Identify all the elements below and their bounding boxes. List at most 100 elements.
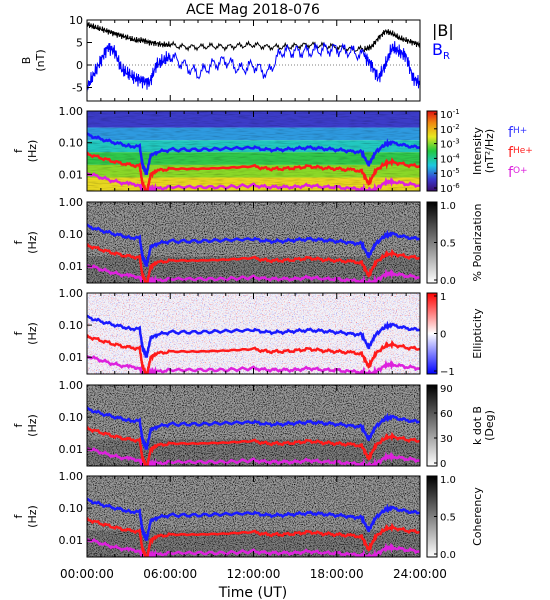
x-tick-label: 18:00:00 (310, 567, 364, 581)
colorbar-label: % Polarization (471, 204, 484, 282)
y-tick-label: 0.01 (59, 443, 84, 456)
colorbar-tick-exponent: -2 (453, 123, 460, 131)
colorbar-tick-label: −1 (440, 367, 455, 378)
gyrofrequency-line-he-plus (87, 517, 420, 557)
y-axis-label: f (12, 148, 25, 153)
gyro-legend-subscript: He+ (513, 146, 533, 156)
gyrofrequency-line-he-plus (87, 243, 420, 283)
gyrofrequency-line-he-plus (87, 151, 420, 191)
colorbar (426, 110, 438, 192)
gyro-legend-subscript: O+ (513, 166, 528, 176)
y-tick-label: -5 (72, 82, 83, 95)
y-tick-label: 0.10 (59, 137, 84, 150)
colorbar-tick-label: 30 (440, 434, 453, 445)
colorbar-tick-label: 0.0 (440, 276, 456, 287)
y-tick-label: 0.01 (59, 168, 84, 181)
gyrofrequency-line-h-plus (87, 223, 420, 268)
y-tick-label: 1.00 (59, 287, 84, 300)
x-tick-label: 12:00:00 (227, 567, 281, 581)
y-axis-label: f (12, 422, 25, 427)
legend-entry-b-magnitude: |B| (432, 21, 454, 40)
series-line-b-r (87, 41, 420, 93)
spectrogram-5 (87, 476, 420, 557)
colorbar-tick-label: 60 (440, 409, 453, 420)
gyrofrequency-line-o-plus (87, 354, 420, 374)
colorbar-label: Intensity (471, 127, 484, 175)
gyrofrequency-line-o-plus (87, 446, 420, 466)
gyrofrequency-line-h-plus (87, 314, 420, 359)
y-axis-label: B (20, 57, 33, 65)
y-axis-label: (Hz) (26, 322, 39, 345)
y-axis-label: (Hz) (26, 140, 39, 163)
colorbar-tick-label: 1 (440, 292, 446, 303)
gyrofrequency-line-o-plus (87, 537, 420, 557)
colorbar-tick-label: 10-3 (440, 138, 460, 151)
gyro-legend-entry: fH+ (508, 125, 527, 141)
x-axis-label: Time (UT) (218, 585, 287, 600)
y-tick-label: 10 (69, 14, 83, 27)
colorbar-tick-label: 0.0 (440, 550, 456, 561)
b-field-plot (87, 22, 420, 93)
x-tick-label: 24:00:00 (393, 567, 447, 581)
y-tick-label: 0 (76, 59, 83, 72)
y-tick-label: 1.00 (59, 470, 84, 483)
colorbar-label: (Deg) (483, 410, 496, 441)
x-tick-label: 06:00:00 (143, 567, 197, 581)
y-axis-label: (Hz) (26, 505, 39, 528)
colorbar-tick-label: 10-5 (440, 167, 460, 180)
legend-entry-b-r: BR (432, 40, 450, 62)
colorbar-tick-label: 0 (440, 330, 446, 341)
y-tick-label: 0.01 (59, 260, 84, 273)
y-tick-label: 1.00 (59, 105, 84, 118)
colorbar-label: k dot B (471, 406, 484, 445)
y-tick-label: 0.01 (59, 351, 84, 364)
colorbar-label: (nT²/Hz) (483, 129, 496, 173)
colorbar-tick-label: 10-4 (440, 152, 460, 165)
colorbar-tick-label: 10-2 (440, 123, 460, 136)
colorbar-tick-exponent: -1 (453, 108, 460, 116)
y-axis-label: f (12, 239, 25, 244)
colorbar-tick-label: 10-1 (440, 108, 460, 121)
legend-subscript: R (443, 51, 450, 62)
colorbar-tick-label: 1.0 (440, 201, 456, 212)
colorbar-tick-label: 0.5 (440, 239, 456, 250)
spectrogram-3 (87, 293, 420, 374)
gyrofrequency-line-o-plus (87, 172, 420, 191)
gyro-legend-subscript: H+ (513, 126, 527, 136)
colorbar-tick-label: 90 (440, 384, 453, 395)
series-line-b-magnitude (87, 22, 420, 54)
gyrofrequency-line-h-plus (87, 497, 420, 542)
y-tick-label: 5 (76, 37, 83, 50)
gyrofrequency-line-he-plus (87, 426, 420, 466)
colorbar-tick-label: 0.5 (440, 513, 456, 524)
gyrofrequency-line-h-plus (87, 132, 420, 176)
y-tick-label: 0.10 (59, 319, 84, 332)
y-tick-label: 1.00 (59, 196, 84, 209)
y-axis-label: (Hz) (26, 231, 39, 254)
colorbar-label: Coherency (471, 487, 484, 546)
spectrogram-1 (87, 111, 420, 191)
spectrogram-4 (87, 385, 420, 466)
y-axis-label: f (12, 330, 25, 335)
colorbar-tick-label: 0 (440, 459, 446, 470)
colorbar (426, 384, 438, 467)
figure-title: ACE Mag 2018-076 (186, 2, 320, 18)
y-axis-label: (nT) (34, 49, 47, 71)
y-tick-label: 0.01 (59, 534, 84, 547)
spectrogram-2 (87, 202, 420, 283)
colorbar-tick-label: 10-6 (440, 182, 460, 195)
gyrofrequency-line-he-plus (87, 334, 420, 374)
gyrofrequency-line-h-plus (87, 406, 420, 451)
colorbar-label: Ellipticity (471, 308, 484, 359)
colorbar-tick-exponent: -6 (453, 182, 461, 190)
gyro-legend-entry: fHe+ (508, 145, 533, 161)
colorbar-tick-exponent: -4 (453, 152, 461, 160)
gyro-legend-entry: fO+ (508, 165, 528, 181)
y-axis-label: (Hz) (26, 414, 39, 437)
colorbar-tick-exponent: -5 (453, 167, 460, 175)
y-tick-label: 0.10 (59, 228, 84, 241)
y-tick-label: 0.10 (59, 502, 84, 515)
y-axis-label: f (12, 513, 25, 518)
x-tick-label: 00:00:00 (60, 567, 114, 581)
